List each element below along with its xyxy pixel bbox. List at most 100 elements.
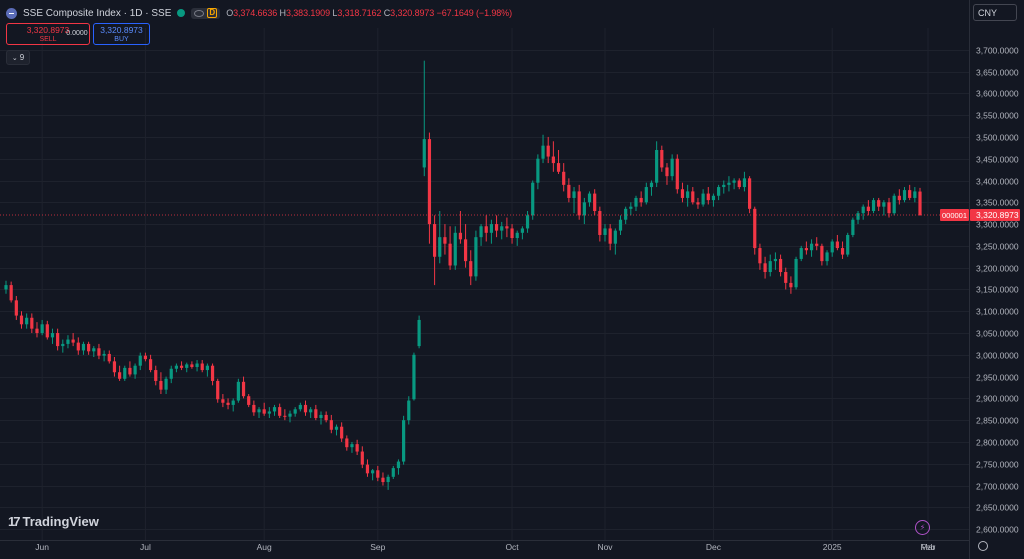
last-price-label: 3,320.8973	[976, 210, 1019, 220]
buy-price: 3,320.8973	[100, 25, 143, 35]
candle-body	[381, 477, 385, 483]
candle-body	[913, 191, 917, 198]
candle	[536, 154, 540, 190]
candle-body	[567, 184, 571, 198]
candle-body	[474, 237, 478, 277]
candle	[598, 206, 602, 242]
candle	[686, 184, 690, 207]
candle	[267, 407, 271, 418]
time-tick-label: Jul	[140, 542, 151, 552]
candle-body	[19, 315, 24, 325]
tradingview-logo[interactable]: 17 TradingView	[8, 514, 99, 529]
buy-button[interactable]: 3,320.8973 BUY	[93, 23, 150, 45]
candle	[386, 474, 390, 490]
indicators-toggle-button[interactable]: ⌄ 9	[6, 50, 30, 65]
candle	[463, 224, 468, 268]
candle	[443, 224, 447, 255]
chevron-down-icon: ⌄	[11, 54, 18, 62]
price-axis-panel	[969, 0, 1024, 559]
candle-body	[154, 370, 158, 381]
symbol-title[interactable]: SSE Composite Index · 1D · SSE	[23, 7, 172, 19]
candle	[195, 360, 199, 372]
candle	[221, 394, 225, 408]
candle-body	[593, 193, 597, 212]
candle-body	[582, 202, 586, 216]
candle	[608, 224, 612, 251]
candle	[50, 328, 55, 344]
market-status-icon[interactable]	[177, 9, 186, 17]
candle-body	[639, 197, 643, 203]
candle	[732, 178, 736, 190]
candle-body	[303, 404, 308, 413]
buy-label: BUY	[114, 36, 129, 43]
candle	[856, 211, 860, 225]
time-tick-label: Jun	[35, 542, 49, 552]
price-axis[interactable]: 2,600.0000 2,650.0000 2,700.0000 2,750.0000…	[969, 0, 1024, 559]
candle-body	[221, 399, 225, 403]
candle	[861, 204, 865, 220]
candle-body	[877, 200, 881, 207]
time-tick-label: Nov	[597, 542, 613, 552]
candle	[494, 215, 499, 238]
candle-body	[660, 150, 664, 168]
candle-body	[634, 197, 638, 207]
data-badge[interactable]: D	[191, 7, 221, 19]
symbol-header[interactable]: SSE Composite Index · 1D · SSE D O3,374.…	[6, 6, 512, 20]
candle	[603, 224, 607, 242]
candle-body	[14, 300, 18, 316]
candle	[35, 322, 39, 338]
candle-body	[422, 139, 426, 168]
currency-select[interactable]: CNY	[973, 4, 1017, 21]
candle	[500, 221, 504, 240]
candle-body	[494, 224, 499, 231]
candle-body	[371, 470, 375, 474]
candle-body	[241, 381, 246, 397]
candle	[226, 398, 230, 410]
candle-body	[624, 208, 628, 220]
sse-logo-icon	[6, 7, 17, 19]
candle-body	[830, 241, 834, 253]
candle-body	[701, 193, 705, 205]
candle	[908, 184, 912, 201]
candle	[913, 187, 917, 203]
brand-name: TradingView	[22, 514, 99, 529]
candle-body	[179, 365, 184, 368]
price-tick-label: 3,350.0000	[976, 198, 1019, 208]
candle-body	[463, 239, 468, 262]
price-tick-label: 3,050.0000	[976, 329, 1019, 339]
price-tick-label: 3,500.0000	[976, 133, 1019, 143]
candle-body	[247, 396, 251, 405]
candle	[820, 243, 824, 266]
last-price-marker: 000001 3,320.8973	[0, 208, 1020, 221]
price-tick-label: 3,100.0000	[976, 307, 1019, 317]
lightning-icon[interactable]: ⚡	[915, 520, 930, 535]
candle	[531, 180, 535, 220]
last-price-tag	[970, 208, 1020, 221]
time-tick-label: Aug	[257, 542, 272, 552]
candle-body	[407, 400, 411, 421]
candle-body	[345, 438, 349, 448]
candle	[582, 197, 586, 225]
candle-body	[169, 368, 173, 379]
candle-body	[288, 413, 292, 417]
candle-body	[112, 361, 117, 373]
price-tick-label: 3,450.0000	[976, 155, 1019, 165]
gear-icon[interactable]	[978, 541, 988, 551]
candle-body	[686, 191, 690, 198]
sell-button[interactable]: 3,320.8973 SELL	[6, 23, 90, 45]
time-tick-label: Dec	[706, 542, 722, 552]
candle-body	[840, 248, 845, 255]
candle-body	[205, 365, 209, 371]
price-tick-label: 3,200.0000	[976, 264, 1019, 274]
candle-body	[711, 195, 716, 201]
candle	[887, 197, 891, 218]
candle	[92, 346, 96, 357]
candle	[45, 320, 49, 340]
candle-body	[25, 317, 29, 325]
candle	[324, 411, 328, 423]
candle-body	[675, 158, 679, 190]
candle	[613, 228, 617, 255]
candle-body	[448, 243, 452, 266]
